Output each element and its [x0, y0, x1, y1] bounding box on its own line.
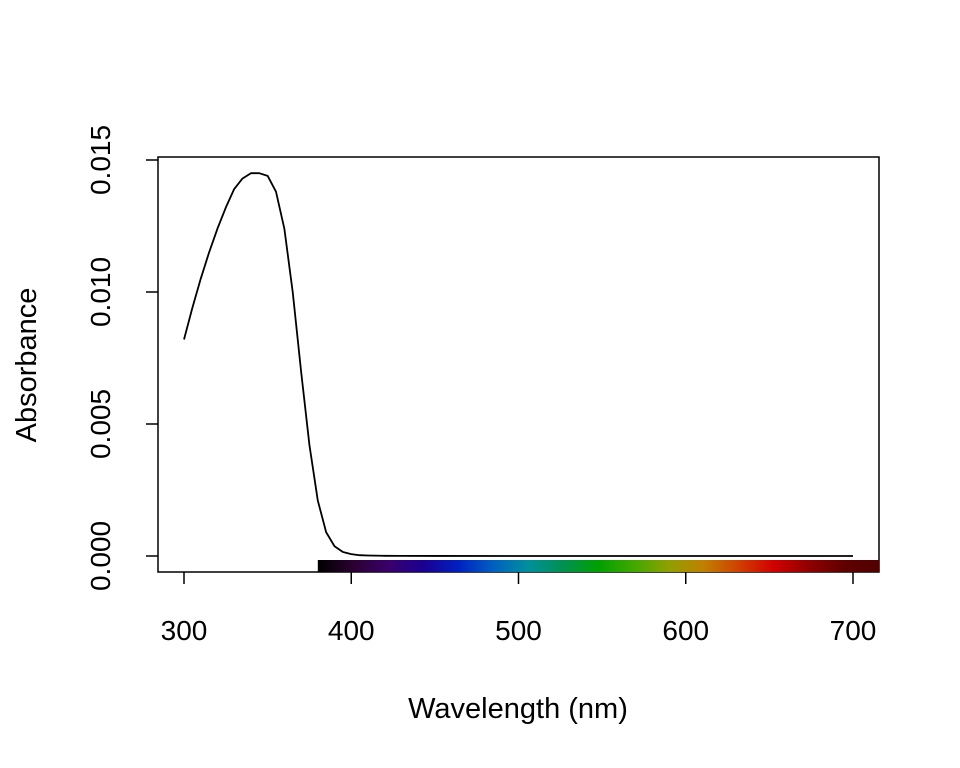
x-axis: 300 400 500 600 700 — [161, 572, 877, 646]
absorbance-series-line — [183, 172, 853, 557]
y-tick-label: 0.000 — [85, 521, 116, 591]
y-axis: 0.000 0.005 0.010 0.015 — [85, 125, 158, 591]
plot-frame — [157, 156, 880, 573]
y-tick-label: 0.010 — [85, 257, 116, 327]
x-tick-label: 600 — [662, 615, 709, 646]
x-tick-label: 400 — [328, 615, 375, 646]
y-axis-title: Absorbance — [11, 288, 43, 443]
x-tick-label: 300 — [161, 615, 208, 646]
x-tick-label: 500 — [495, 615, 542, 646]
y-tick-label: 0.005 — [85, 389, 116, 459]
y-tick-label: 0.015 — [85, 125, 116, 195]
spectrum-layer — [317, 560, 879, 572]
x-axis-title: Wavelength (nm) — [408, 693, 628, 725]
x-tick-label: 700 — [830, 615, 877, 646]
visible-spectrum-bar — [317, 560, 879, 572]
series-layer — [183, 172, 853, 557]
plot-area — [157, 156, 880, 573]
